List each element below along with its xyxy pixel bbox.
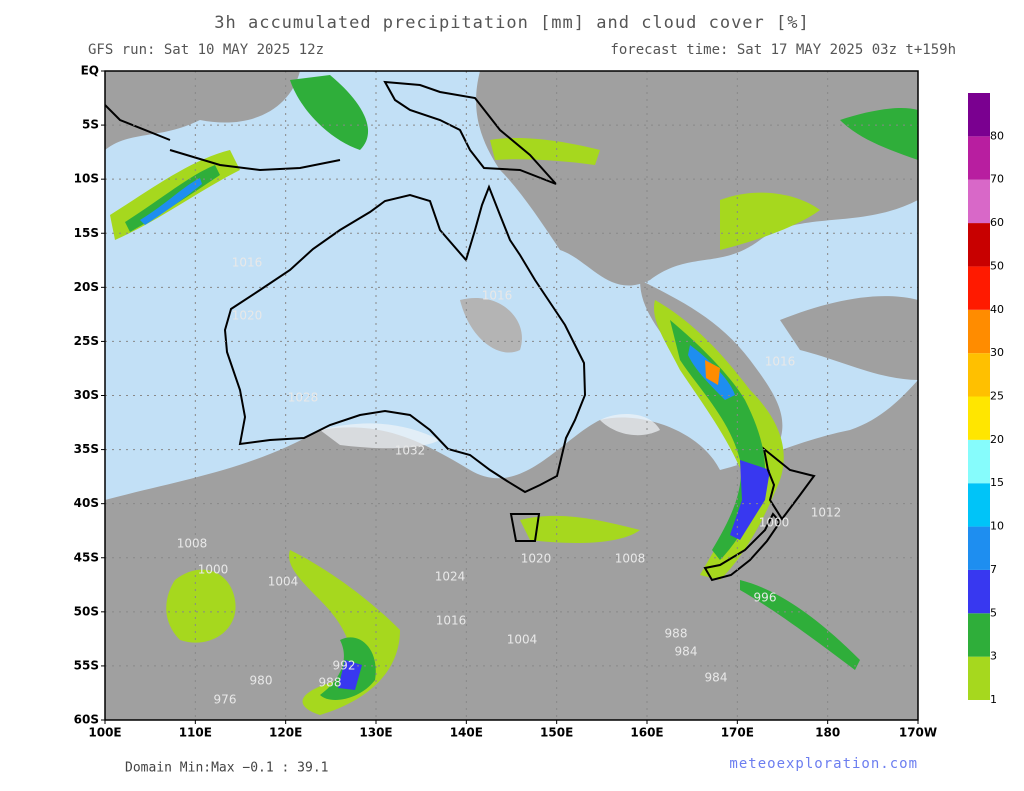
isobar-label: 1004 (507, 633, 538, 647)
lon-label: 130E (359, 726, 392, 740)
colorbar-segment (968, 569, 990, 614)
colorbar: 1 3 5 7 10 15 20 25 30 40 50 60 70 80 (968, 93, 1004, 706)
isobar-label: 1000 (198, 563, 229, 577)
cloud-cover (105, 71, 918, 720)
lat-label: 25S (74, 334, 99, 348)
isobar-label: 1032 (395, 444, 426, 458)
colorbar-segment (968, 353, 990, 397)
lat-label: 10S (74, 172, 99, 186)
isobar-label: 988 (319, 676, 342, 690)
isobar-label: 988 (665, 627, 688, 641)
colorbar-label: 50 (990, 259, 1004, 272)
colorbar-segment (968, 396, 990, 440)
isobar-label: 984 (705, 671, 728, 685)
map: 1016 1020 1028 1032 1016 1016 1008 1000 … (105, 71, 918, 720)
colorbar-segment (968, 309, 990, 354)
precipitation (110, 75, 918, 715)
colorbar-label: 7 (990, 563, 997, 576)
colorbar-label: 20 (990, 433, 1004, 446)
lat-label: 40S (74, 496, 99, 510)
lat-label: 15S (74, 226, 99, 240)
colorbar-label: 60 (990, 216, 1004, 229)
colorbar-segment (968, 613, 990, 657)
colorbar-segment (968, 223, 990, 267)
forecast-time: forecast time: Sat 17 MAY 2025 03z t+159… (610, 42, 956, 58)
colorbar-label: 40 (990, 303, 1004, 316)
colorbar-segment (968, 93, 990, 137)
isobar-label: 1012 (811, 506, 842, 520)
lat-label: 30S (74, 388, 99, 402)
isobar-label: 980 (250, 674, 273, 688)
isobar-label: 992 (333, 659, 356, 673)
isobar-label: 1028 (288, 391, 319, 405)
lon-label: 140E (450, 726, 483, 740)
isobar-label: 1016 (765, 355, 796, 369)
lon-label: 160E (630, 726, 663, 740)
credit: meteoexploration.com (729, 756, 918, 772)
lat-label: 35S (74, 442, 99, 456)
colorbar-label: 30 (990, 346, 1004, 359)
isobar-label: 1008 (615, 552, 646, 566)
lat-label: 55S (74, 658, 99, 672)
colorbar-label: 3 (990, 650, 997, 663)
colorbar-segment (968, 656, 990, 700)
lat-label: EQ (81, 64, 99, 78)
lon-label: 150E (540, 726, 573, 740)
colorbar-segment (968, 266, 990, 310)
lon-label: 180 (815, 726, 840, 740)
domain-range: Domain Min:Max −0.1 : 39.1 (125, 761, 329, 776)
colorbar-segment (968, 526, 990, 570)
lon-label: 110E (179, 726, 212, 740)
lat-label: 5S (82, 118, 99, 132)
lat-label: 60S (74, 713, 99, 727)
colorbar-label: 70 (990, 173, 1004, 186)
lat-label: 20S (74, 280, 99, 294)
run-time: GFS run: Sat 10 MAY 2025 12z (88, 42, 324, 58)
lon-label: 100E (88, 726, 121, 740)
colorbar-label: 1 (990, 693, 997, 706)
colorbar-segment (968, 483, 990, 527)
isobar-label: 1016 (232, 256, 263, 270)
coastlines (105, 80, 816, 582)
lat-label: 50S (74, 604, 99, 618)
isobar-label: 1000 (759, 516, 790, 530)
colorbar-label: 15 (990, 476, 1004, 489)
isobar-label: 996 (754, 591, 777, 605)
isobar-label: 1024 (435, 570, 466, 584)
isobar-label: 1008 (177, 537, 208, 551)
axes: EQ5S10S15S20S25S30S35S40S45S50S55S60S100… (74, 64, 937, 740)
colorbar-label: 25 (990, 390, 1004, 403)
lon-label: 170W (899, 726, 937, 740)
lat-label: 45S (74, 550, 99, 564)
colorbar-label: 5 (990, 606, 997, 619)
isobar-label: 984 (675, 645, 698, 659)
isobar-label: 1020 (521, 552, 552, 566)
lon-label: 170E (721, 726, 754, 740)
colorbar-segment (968, 136, 990, 180)
isobar-label: 1016 (436, 614, 467, 628)
colorbar-segment (968, 439, 990, 484)
colorbar-label: 80 (990, 129, 1004, 142)
isobar-label: 1020 (232, 309, 263, 323)
cloud-edges (320, 414, 660, 449)
colorbar-segment (968, 179, 990, 224)
colorbar-label: 10 (990, 520, 1004, 533)
isobar-label: 1004 (268, 575, 299, 589)
isobar-labels: 1016 1020 1028 1032 1016 1016 1008 1000 … (177, 256, 842, 707)
isobar-label: 976 (214, 693, 237, 707)
lon-label: 120E (269, 726, 302, 740)
title: 3h accumulated precipitation [mm] and cl… (214, 13, 809, 33)
isobar-label: 1016 (482, 289, 513, 303)
graticule (105, 71, 918, 720)
